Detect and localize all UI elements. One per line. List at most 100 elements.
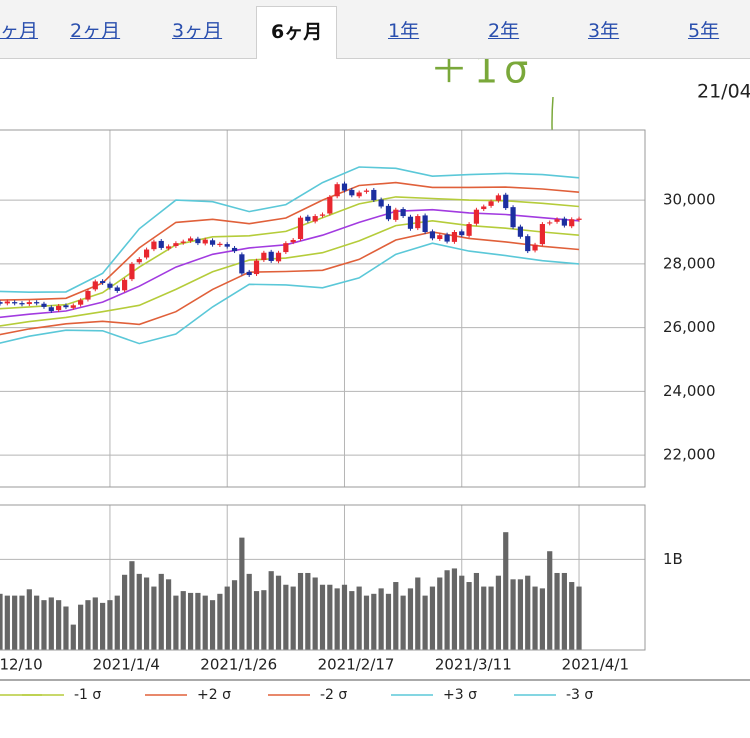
volume-bar <box>488 586 494 650</box>
volume-bar <box>253 591 260 650</box>
candle-body <box>327 196 333 214</box>
band-line <box>0 166 580 294</box>
candle-body <box>576 218 582 220</box>
volume-bar <box>202 595 208 650</box>
volume-bar <box>334 588 340 650</box>
candle-body <box>517 226 523 237</box>
volume-bar <box>554 572 560 650</box>
volume-bar <box>407 588 414 650</box>
tab[interactable]: 5年 <box>688 20 720 42</box>
tab[interactable]: 2年 <box>488 20 520 42</box>
volume-bar <box>356 586 362 650</box>
header-date: 21/04 <box>697 81 750 103</box>
volume-bar <box>246 573 252 650</box>
tab[interactable]: 1年 <box>388 20 420 42</box>
volume-bar <box>209 600 216 650</box>
y-tick-label: 22,000 <box>663 446 716 464</box>
volume-bar <box>85 600 91 650</box>
candle-body <box>495 195 502 201</box>
volume-bar <box>283 584 289 650</box>
candle-body <box>341 183 348 191</box>
volume-bar <box>517 579 523 650</box>
volume-bar <box>122 574 128 650</box>
candle-body <box>444 234 450 242</box>
candle-body <box>253 260 260 275</box>
y-tick-label: 24,000 <box>663 382 716 400</box>
volume-bar <box>349 591 355 650</box>
volume-bar <box>165 579 172 650</box>
volume-bar <box>466 582 472 650</box>
candle-body <box>19 303 25 305</box>
candle-body <box>451 232 458 242</box>
legend-label: -2 σ <box>320 687 347 703</box>
candle-body <box>78 300 84 305</box>
band-line <box>0 181 580 301</box>
volume-bar <box>547 551 553 650</box>
tab[interactable]: 3年 <box>588 20 620 42</box>
tab[interactable]: 3ヶ月 <box>172 20 223 42</box>
volume-bar <box>503 532 509 650</box>
volume-bar <box>510 579 516 650</box>
tab[interactable]: 2ヶ月 <box>70 20 121 42</box>
tab-bar: ヶ月 2ヶ月 3ヶ月 6ヶ月 1年 2年 3年 5年 <box>0 0 750 59</box>
volume-bar <box>481 586 487 650</box>
candle-body <box>261 252 267 261</box>
volume-bar <box>12 595 18 650</box>
candle-body <box>429 231 436 239</box>
volume-bar <box>268 571 274 650</box>
candle-body <box>525 236 531 252</box>
candle-body <box>136 259 142 263</box>
volume-bar <box>451 568 458 650</box>
candle-body <box>129 263 135 280</box>
volume-bar <box>26 589 32 650</box>
volume-bar <box>224 586 230 650</box>
candle-body <box>473 209 480 224</box>
volume-bar <box>143 577 150 650</box>
volume-bar <box>561 572 567 650</box>
volume-bar <box>92 597 98 650</box>
candle-body <box>63 305 69 308</box>
data-layer <box>0 166 582 650</box>
candle-body <box>488 201 494 206</box>
y-tick-label: 28,000 <box>663 254 716 272</box>
volume-bar <box>525 575 531 650</box>
volume-bar <box>312 577 318 650</box>
candle-body <box>107 283 113 288</box>
candle-body <box>275 252 282 262</box>
x-tick-label: 2021/1/4 <box>93 656 160 674</box>
candle-body <box>0 302 3 304</box>
volume-bar <box>363 595 370 650</box>
y-tick-label: 26,000 <box>663 318 716 336</box>
volume-bar <box>158 573 164 650</box>
candle-body <box>481 206 487 210</box>
candle-body <box>114 287 120 291</box>
tab[interactable]: 6ヶ月 <box>256 6 338 59</box>
x-tick-label: 12/10 <box>0 656 43 674</box>
candle-body <box>268 251 274 262</box>
volume-bar <box>231 580 238 650</box>
volume-bar <box>341 584 348 650</box>
candle-body <box>151 241 157 250</box>
volume-bar <box>195 592 201 650</box>
candle-body <box>539 224 545 245</box>
candle-body <box>246 271 252 276</box>
y-tick-label: 30,000 <box>663 191 716 209</box>
volume-bar <box>444 570 450 650</box>
candle-body <box>12 302 18 304</box>
volume-bar <box>187 592 194 650</box>
candle-body <box>437 235 443 240</box>
band-line <box>0 242 580 345</box>
candle-body <box>26 302 32 305</box>
legend-label: +2 σ <box>197 687 231 703</box>
candle-body <box>334 184 340 197</box>
candle-body <box>158 240 164 248</box>
y-tick-label: 1B <box>663 550 683 568</box>
candle-body <box>165 246 172 249</box>
tab[interactable]: ヶ月 <box>0 20 39 42</box>
candle-body <box>122 279 128 291</box>
candle-body <box>217 243 223 246</box>
legend-label: -1 σ <box>74 687 101 703</box>
candle-body <box>187 238 194 241</box>
candle-body <box>407 216 414 229</box>
volume-bar <box>136 573 142 650</box>
